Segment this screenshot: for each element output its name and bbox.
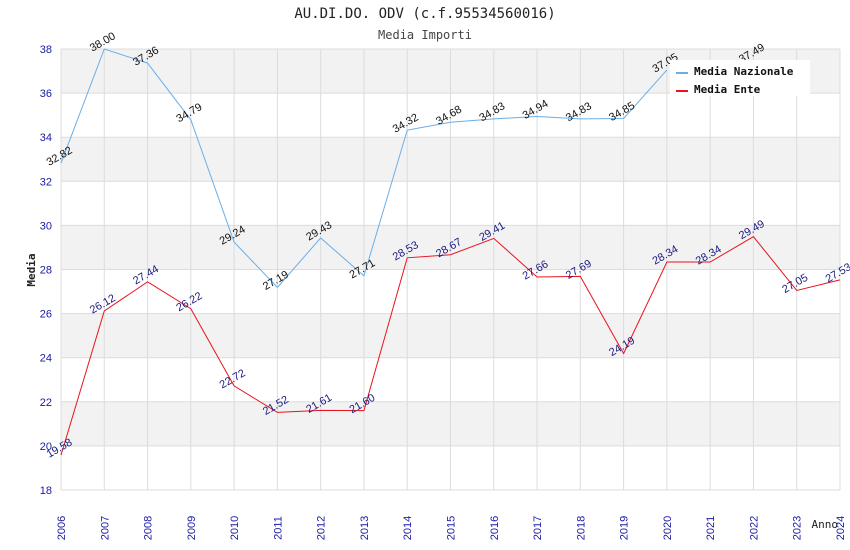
grid-lines (60, 48, 841, 491)
y-tick-label: 18 (40, 485, 52, 497)
chart-subtitle: Media Importi (378, 28, 472, 42)
x-tick-label: 2006 (56, 516, 68, 540)
x-tick-label: 2011 (272, 516, 284, 540)
y-tick-label: 32 (40, 176, 52, 188)
series-line-media-ente (60, 235, 841, 456)
x-tick-label: 2017 (532, 516, 544, 540)
y-axis-title: Media (25, 253, 38, 286)
legend-background (670, 60, 810, 96)
y-axis-ticks: 18 20 22 24 26 28 30 32 34 36 38 (40, 44, 52, 497)
y-tick-label: 26 (40, 309, 52, 321)
x-axis-title: Anno (812, 518, 839, 531)
legend-label-media-nazionale: Media Nazionale (694, 65, 794, 78)
x-tick-label: 2012 (316, 516, 328, 540)
x-tick-label: 2008 (143, 516, 155, 540)
y-tick-label: 20 (40, 441, 52, 453)
x-tick-label: 2019 (619, 516, 631, 540)
y-tick-label: 30 (40, 220, 52, 232)
x-tick-label: 2022 (748, 516, 760, 540)
x-tick-label: 2023 (792, 516, 804, 540)
x-tick-label: 2009 (186, 516, 198, 540)
x-tick-label: 2015 (446, 516, 458, 540)
y-tick-label: 28 (40, 265, 52, 277)
x-tick-label: 2007 (99, 516, 111, 540)
y-tick-label: 24 (40, 353, 52, 365)
y-tick-label: 22 (40, 397, 52, 409)
y-tick-label: 38 (40, 44, 52, 56)
x-tick-label: 2013 (359, 516, 371, 540)
legend: Media Nazionale Media Ente (670, 60, 810, 96)
legend-label-media-ente: Media Ente (694, 83, 761, 96)
x-tick-label: 2010 (229, 516, 241, 540)
series-lines (60, 48, 841, 456)
x-tick-label: 2020 (662, 516, 674, 540)
x-tick-label: 2014 (402, 516, 414, 540)
chart-title: AU.DI.DO. ODV (c.f.95534560016) (294, 6, 555, 22)
y-tick-label: 34 (40, 132, 52, 144)
x-tick-label: 2024 (835, 516, 847, 540)
x-tick-label: 2018 (575, 516, 587, 540)
series-line-media-nazionale (60, 48, 668, 289)
y-tick-label: 36 (40, 88, 52, 100)
x-tick-label: 2021 (705, 516, 717, 540)
x-tick-label: 2016 (489, 516, 501, 540)
x-axis-ticks: 2006 2007 2008 2009 2010 2011 2012 2013 2014 2015… (56, 516, 847, 540)
